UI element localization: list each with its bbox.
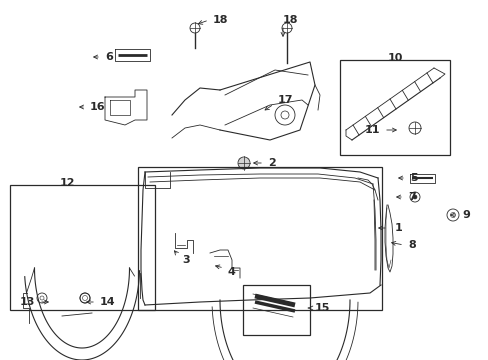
Text: 9: 9 (461, 210, 469, 220)
Text: 1: 1 (394, 223, 402, 233)
Text: 4: 4 (227, 267, 235, 277)
Text: 18: 18 (213, 15, 228, 25)
Bar (10, 185, 155, 310)
Circle shape (412, 195, 416, 199)
Text: 17: 17 (278, 95, 293, 105)
Text: 6: 6 (105, 52, 113, 62)
Text: 11: 11 (364, 125, 379, 135)
Text: 7: 7 (407, 192, 415, 202)
Bar (243, 285, 309, 335)
Text: 12: 12 (60, 178, 75, 188)
Text: 16: 16 (90, 102, 105, 112)
Text: 10: 10 (387, 53, 403, 63)
Bar (138, 167, 381, 310)
Text: 5: 5 (409, 173, 417, 183)
Text: 15: 15 (314, 303, 330, 313)
Text: 18: 18 (283, 15, 298, 25)
Text: 14: 14 (100, 297, 115, 307)
Text: 3: 3 (182, 255, 189, 265)
Text: 2: 2 (267, 158, 275, 168)
Bar (339, 60, 449, 155)
Text: 8: 8 (407, 240, 415, 250)
Text: 13: 13 (20, 297, 35, 307)
